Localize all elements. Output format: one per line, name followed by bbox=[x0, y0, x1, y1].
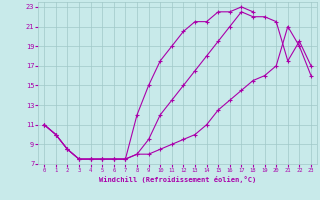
X-axis label: Windchill (Refroidissement éolien,°C): Windchill (Refroidissement éolien,°C) bbox=[99, 176, 256, 183]
